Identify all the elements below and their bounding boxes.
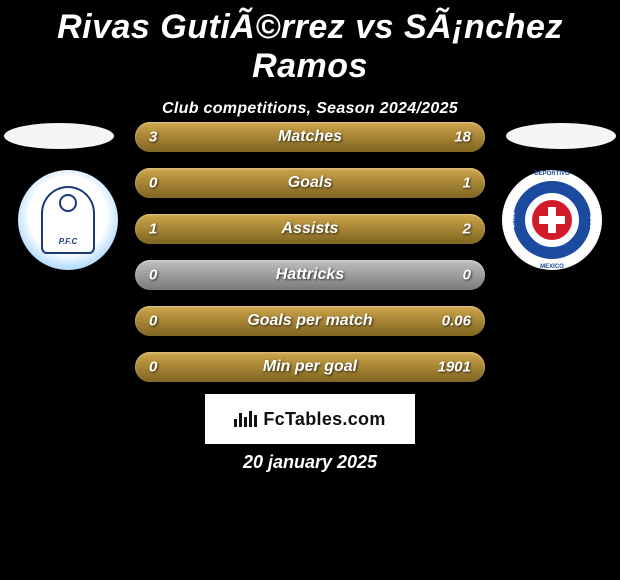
stat-value-left: 3 (149, 129, 157, 146)
cruzazul-badge-icon: DEPORTIVO CRUZ AZUL MEXICO (506, 174, 598, 266)
cruzazul-right-label: AZUL (588, 212, 594, 228)
team-logo-left: P.F.C (18, 170, 118, 270)
stat-label: Goals (288, 174, 332, 192)
stat-label: Hattricks (276, 266, 344, 284)
stat-value-right: 0 (463, 267, 471, 284)
cruzazul-bottom-label: MEXICO (540, 264, 564, 270)
puebla-shield-label: P.F.C (59, 237, 78, 246)
stat-value-right: 0.06 (442, 313, 471, 330)
stat-value-right: 1901 (438, 359, 471, 376)
stat-value-left: 0 (149, 359, 157, 376)
stat-value-left: 0 (149, 313, 157, 330)
stat-row: 1 Assists 2 (135, 214, 485, 244)
cruzazul-top-label: DEPORTIVO (534, 171, 569, 177)
stat-label: Goals per match (247, 312, 372, 330)
page-subtitle: Club competitions, Season 2024/2025 (0, 100, 620, 118)
stat-row: 0 Goals 1 (135, 168, 485, 198)
stat-value-right: 18 (454, 129, 471, 146)
page-title: Rivas GutiÃ©rrez vs SÃ¡nchez Ramos (0, 0, 620, 86)
stat-row: 3 Matches 18 (135, 122, 485, 152)
team-logo-right: DEPORTIVO CRUZ AZUL MEXICO (502, 170, 602, 270)
watermark: FcTables.com (205, 394, 415, 444)
stat-value-right: 2 (463, 221, 471, 238)
stat-label: Min per goal (263, 358, 357, 376)
stat-row: 0 Goals per match 0.06 (135, 306, 485, 336)
stat-label: Matches (278, 128, 342, 146)
chart-bars-icon (234, 411, 257, 427)
stat-row: 0 Min per goal 1901 (135, 352, 485, 382)
stat-value-left: 0 (149, 267, 157, 284)
cruzazul-left-label: CRUZ (510, 212, 516, 229)
stat-row: 0 Hattricks 0 (135, 260, 485, 290)
stat-label: Assists (282, 220, 339, 238)
player-photo-right (506, 123, 616, 149)
player-photo-left (4, 123, 114, 149)
stat-value-left: 0 (149, 175, 157, 192)
puebla-shield-icon: P.F.C (41, 186, 95, 254)
stat-value-right: 1 (463, 175, 471, 192)
stat-value-left: 1 (149, 221, 157, 238)
date-label: 20 january 2025 (0, 452, 620, 473)
stats-panel: 3 Matches 18 0 Goals 1 1 Assists 2 0 Hattricks 0 0 Go… (135, 122, 485, 398)
watermark-text: FcTables.com (263, 409, 385, 430)
